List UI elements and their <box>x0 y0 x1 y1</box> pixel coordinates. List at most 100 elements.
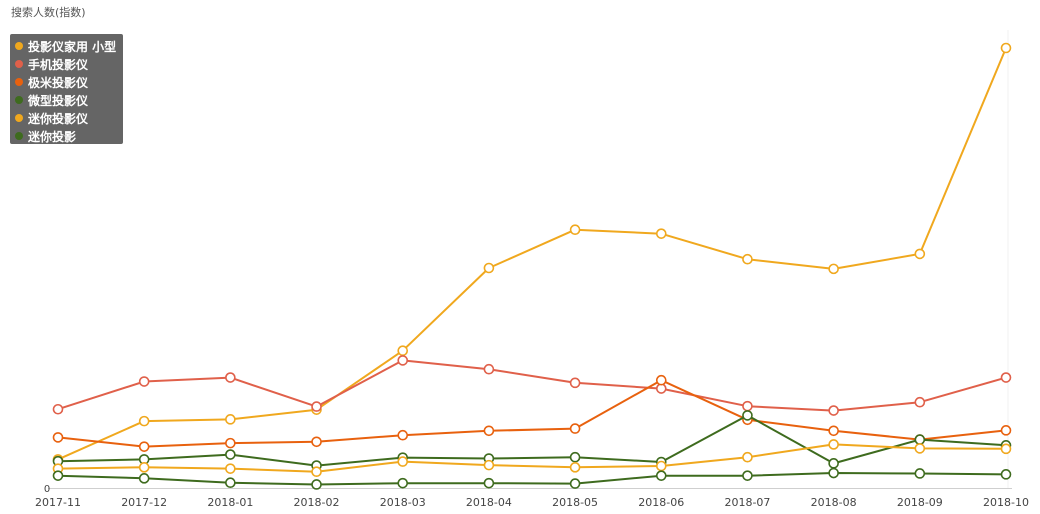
x-tick-label: 2018-05 <box>552 496 598 509</box>
x-tick-label: 2018-02 <box>294 496 340 509</box>
data-point <box>397 345 409 357</box>
data-point <box>483 262 495 274</box>
data-point <box>138 473 150 484</box>
series-line <box>57 47 1007 461</box>
series-line <box>57 359 1007 412</box>
x-tick-label: 2017-11 <box>35 496 81 509</box>
series-line <box>57 414 1007 467</box>
data-point <box>225 477 236 489</box>
data-point <box>225 414 236 425</box>
data-point <box>655 460 667 472</box>
data-point <box>52 403 64 415</box>
legend-label: 迷你投影 <box>28 129 77 144</box>
data-point <box>1000 42 1012 54</box>
legend-item[interactable]: 投影仪家用 小型 <box>13 37 123 55</box>
data-point <box>1000 469 1012 480</box>
legend-label: 微型投影仪 <box>28 93 89 108</box>
x-tick-label: 2018-10 <box>983 496 1029 509</box>
x-tick-label: 2018-07 <box>724 496 770 509</box>
data-point <box>138 441 150 452</box>
data-point <box>655 470 667 481</box>
data-point <box>569 451 581 463</box>
legend-swatch <box>15 78 23 86</box>
data-point <box>483 425 495 437</box>
x-tick-label: 2018-03 <box>380 496 426 509</box>
data-point <box>52 432 64 443</box>
data-point <box>1000 443 1012 455</box>
data-point <box>742 253 753 265</box>
data-point <box>828 263 839 275</box>
legend-item[interactable]: 极米投影仪 <box>13 73 123 91</box>
legend-item[interactable]: 迷你投影仪 <box>13 109 123 127</box>
y-axis-label: 搜索人数(指数) <box>11 6 86 19</box>
data-point <box>225 437 236 449</box>
y-tick-label: 0 <box>44 484 50 495</box>
data-point <box>569 224 581 236</box>
x-tick-label: 2018-06 <box>638 496 684 509</box>
legend-label: 迷你投影仪 <box>28 111 89 126</box>
data-point <box>828 425 839 437</box>
legend-item[interactable]: 手机投影仪 <box>13 55 123 73</box>
data-point <box>1000 425 1012 436</box>
data-point <box>742 400 753 412</box>
data-point <box>397 429 409 441</box>
data-point <box>914 434 926 445</box>
data-point <box>397 355 409 366</box>
legend-swatch <box>15 60 23 68</box>
data-point <box>311 401 322 412</box>
x-tick-label: 2018-01 <box>207 496 253 509</box>
data-point <box>397 456 409 467</box>
series-line <box>57 472 1007 486</box>
data-point <box>569 462 581 473</box>
data-point <box>138 376 150 387</box>
data-point <box>742 470 753 481</box>
data-point <box>138 415 150 427</box>
data-point <box>138 462 150 473</box>
legend-swatch <box>15 42 23 50</box>
data-point <box>914 468 926 479</box>
x-tick-label: 2018-04 <box>466 496 512 509</box>
data-point <box>828 458 839 469</box>
legend-swatch <box>15 114 23 122</box>
data-point <box>311 466 322 478</box>
data-point <box>742 410 753 421</box>
legend-swatch <box>15 96 23 104</box>
legend-item[interactable]: 迷你投影 <box>13 127 123 145</box>
data-point <box>655 228 667 239</box>
series-line <box>57 379 1007 448</box>
data-point <box>914 248 926 260</box>
data-point <box>742 451 753 463</box>
data-point <box>655 374 667 386</box>
legend-swatch <box>15 132 23 140</box>
data-point <box>1000 372 1012 383</box>
data-point <box>828 439 839 450</box>
data-point <box>483 459 495 471</box>
data-point <box>914 443 926 454</box>
x-tick-label: 2018-08 <box>811 496 857 509</box>
legend-label: 投影仪家用 小型 <box>28 39 117 54</box>
data-point <box>225 449 236 460</box>
data-point <box>828 405 839 416</box>
data-point <box>483 363 495 375</box>
x-tick-label: 2017-12 <box>121 496 167 509</box>
data-point <box>225 463 236 474</box>
data-point <box>397 477 409 489</box>
data-point <box>311 436 322 448</box>
data-point <box>569 478 581 489</box>
data-point <box>569 377 581 389</box>
data-point <box>311 479 322 490</box>
data-point <box>225 372 236 383</box>
legend: 投影仪家用 小型 手机投影仪极米投影仪微型投影仪迷你投影仪迷你投影 <box>10 34 123 144</box>
data-point <box>483 477 495 489</box>
legend-label: 极米投影仪 <box>28 75 89 90</box>
series-line <box>57 443 1007 473</box>
x-tick-label: 2018-09 <box>897 496 943 509</box>
data-point <box>569 423 581 434</box>
data-point <box>914 396 926 408</box>
data-point <box>828 467 839 479</box>
legend-label: 手机投影仪 <box>28 57 89 72</box>
data-point <box>52 470 64 481</box>
legend-item[interactable]: 微型投影仪 <box>13 91 123 109</box>
